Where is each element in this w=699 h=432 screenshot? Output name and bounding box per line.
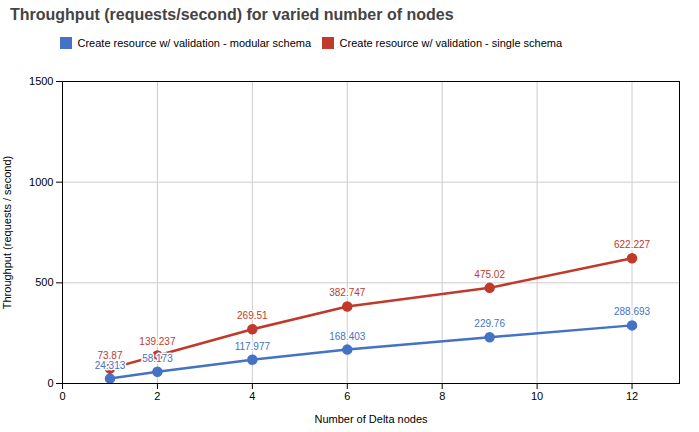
html-text:Create resource w/ validation: Create resource w/ validation - single s… — [339, 36, 563, 49]
svg-text:382.747: 382.747 — [329, 287, 366, 298]
svg-text:58.173: 58.173 — [142, 352, 173, 363]
svg-text:8: 8 — [439, 390, 445, 402]
svg-text:500: 500 — [35, 276, 53, 288]
html-text:Create resource w/ validation: Create resource w/ validation - modular … — [77, 36, 311, 49]
svg-text:117.977: 117.977 — [235, 340, 271, 351]
svg-text:622.227: 622.227 — [614, 239, 651, 250]
svg-text:1000: 1000 — [29, 175, 53, 187]
svg-text:Number of Delta nodes: Number of Delta nodes — [314, 412, 428, 424]
svg-text:1500: 1500 — [29, 75, 53, 87]
svg-text:Throughput (requests / second): Throughput (requests / second) — [1, 155, 13, 308]
svg-text:4: 4 — [249, 390, 255, 402]
svg-text:229.76: 229.76 — [474, 318, 505, 329]
svg-text:2: 2 — [154, 390, 160, 402]
html-text:Throughput (requests/second) f: Throughput (requests/second) for varied … — [10, 6, 454, 23]
svg-text:6: 6 — [344, 390, 350, 402]
svg-text:269.51: 269.51 — [237, 310, 268, 321]
svg-text:288.693: 288.693 — [614, 306, 651, 317]
svg-text:10: 10 — [531, 390, 543, 402]
svg-text:12: 12 — [626, 390, 638, 402]
svg-text:73.87: 73.87 — [97, 349, 122, 360]
svg-text:0: 0 — [47, 377, 53, 389]
svg-text:24.313: 24.313 — [95, 359, 126, 370]
svg-text:168.403: 168.403 — [329, 330, 366, 341]
svg-text:139.237: 139.237 — [139, 336, 176, 347]
svg-text:475.02: 475.02 — [474, 268, 505, 279]
svg-text:0: 0 — [59, 390, 65, 402]
